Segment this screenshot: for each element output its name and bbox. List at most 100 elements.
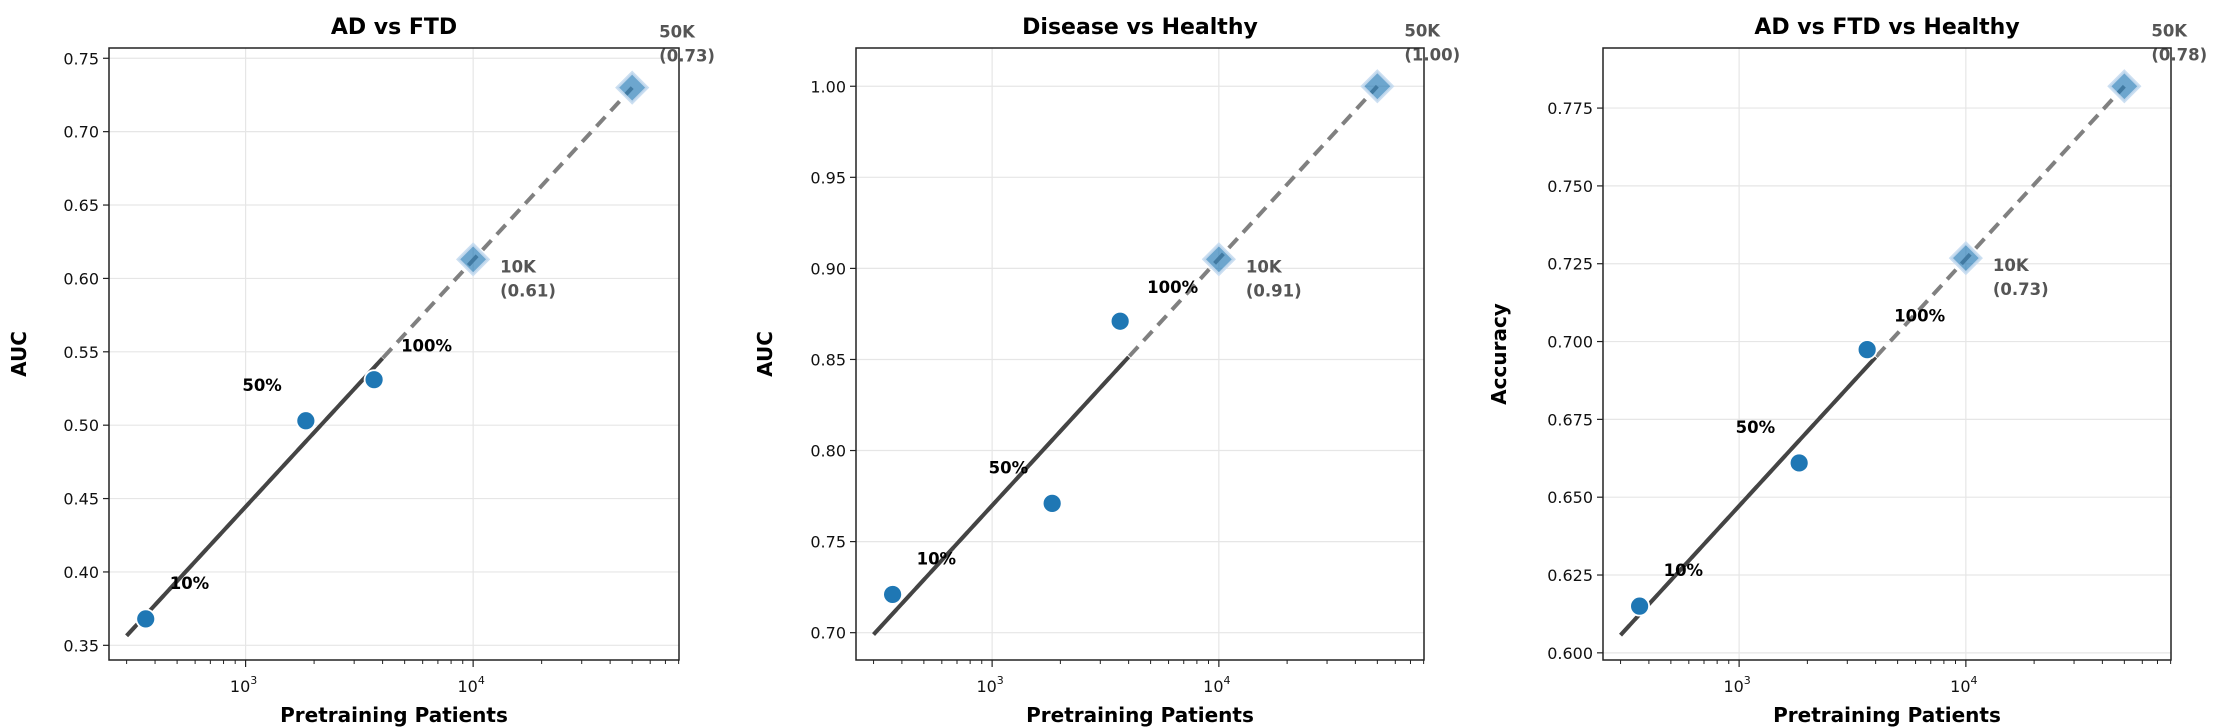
y-axis-label: AUC (753, 331, 777, 377)
observed-point (1856, 339, 1878, 361)
data-fraction-label: 100% (1894, 307, 1945, 326)
observed-point (363, 369, 385, 391)
projected-point (615, 70, 650, 105)
y-tick-label: 0.80 (810, 442, 846, 461)
x-tick-base: 10 (230, 677, 250, 696)
projected-point (1360, 69, 1395, 104)
y-tick-label: 0.90 (810, 259, 846, 278)
y-tick-label: 0.775 (1547, 99, 1593, 118)
x-tick-label: 103 (230, 674, 257, 696)
x-tick-label: 103 (976, 674, 1003, 696)
projection-size-label: 10K (1993, 256, 2030, 275)
projection-value-label: (0.91) (1246, 281, 1302, 300)
y-tick-label: 0.700 (1547, 333, 1593, 352)
x-tick-exponent: 3 (250, 674, 257, 687)
projected-point (1948, 241, 1983, 276)
observed-point (1041, 492, 1063, 514)
x-tick-exponent: 4 (1224, 674, 1231, 687)
y-tick-label: 0.725 (1547, 255, 1593, 274)
data-fraction-label: 50% (1736, 418, 1776, 437)
data-fraction-label: 50% (242, 376, 282, 395)
x-axis-label: Pretraining Patients (1773, 703, 2001, 727)
y-axis-label: Accuracy (1487, 303, 1511, 405)
subplot-title: Disease vs Healthy (1022, 15, 1258, 40)
projection-size-label: 10K (1246, 257, 1283, 276)
projection-value-label: (0.78) (2151, 45, 2207, 64)
x-tick-base: 10 (1203, 677, 1223, 696)
data-fraction-label: 10% (917, 549, 957, 568)
x-tick-label: 104 (1950, 674, 1977, 696)
y-tick-label: 0.70 (810, 624, 846, 643)
y-tick-label: 0.85 (810, 350, 846, 369)
y-tick-label: 0.675 (1547, 410, 1593, 429)
x-tick-exponent: 4 (478, 674, 485, 687)
y-tick-label: 0.75 (810, 533, 846, 552)
observed-point (882, 584, 904, 605)
y-tick-label: 0.50 (63, 416, 99, 435)
data-fraction-label: 50% (989, 458, 1029, 477)
fit-trend-line (125, 356, 385, 638)
projected-point (2107, 69, 2142, 104)
y-axis-label: AUC (7, 331, 31, 377)
y-tick-label: 0.70 (63, 123, 99, 142)
fit-trend-line (1619, 355, 1878, 637)
projection-size-label: 50K (659, 23, 696, 42)
projection-value-label: (0.73) (1993, 280, 2049, 299)
y-tick-label: 0.75 (63, 49, 99, 68)
projection-trend-line (125, 86, 634, 638)
x-tick-base: 10 (1723, 677, 1743, 696)
subplot-3: 0.600 0.625 0.650 0.675 0.700 0.725 0.750 0.775… (1487, 15, 2207, 727)
x-tick-exponent: 4 (1971, 674, 1978, 687)
x-tick-exponent: 3 (1744, 674, 1751, 687)
projection-size-label: 50K (2151, 21, 2188, 40)
y-tick-label: 0.95 (810, 168, 846, 187)
x-tick-exponent: 3 (997, 674, 1004, 687)
x-tick-base: 10 (1950, 677, 1970, 696)
observed-point (1788, 452, 1810, 474)
y-tick-label: 0.60 (63, 269, 99, 288)
data-fraction-label: 100% (401, 337, 452, 356)
data-fraction-label: 10% (170, 574, 210, 593)
y-tick-label: 0.600 (1547, 644, 1593, 663)
projection-value-label: (1.00) (1404, 45, 1460, 64)
x-tick-label: 104 (457, 674, 484, 696)
axes-frame (108, 47, 680, 661)
y-tick-label: 0.40 (63, 563, 99, 582)
projection-trend-line (872, 84, 1379, 636)
y-tick-label: 1.00 (810, 77, 846, 96)
observed-point (1109, 310, 1131, 332)
x-tick-base: 10 (976, 677, 996, 696)
projection-value-label: (0.73) (659, 47, 715, 66)
data-fraction-label: 100% (1147, 278, 1198, 297)
y-tick-label: 0.625 (1547, 566, 1593, 585)
axes-frame (855, 47, 1425, 661)
x-tick-label: 103 (1723, 674, 1750, 696)
projected-point (1201, 242, 1236, 277)
axes-frame (1602, 47, 2172, 661)
x-axis-label: Pretraining Patients (1026, 703, 1254, 727)
y-tick-label: 0.35 (63, 636, 99, 655)
x-axis-label: Pretraining Patients (280, 703, 508, 727)
subplot-title: AD vs FTD vs Healthy (1754, 15, 2019, 40)
y-tick-label: 0.45 (63, 490, 99, 509)
data-fraction-label: 10% (1664, 561, 1704, 580)
x-tick-base: 10 (457, 677, 477, 696)
observed-point (1629, 595, 1651, 617)
observed-point (135, 608, 157, 630)
x-tick-label: 104 (1203, 674, 1230, 696)
projection-value-label: (0.61) (500, 281, 556, 300)
observed-point (295, 410, 317, 432)
projection-size-label: 10K (500, 257, 537, 276)
projection-size-label: 50K (1404, 21, 1441, 40)
fit-trend-line (872, 355, 1131, 636)
projected-point (456, 242, 491, 277)
y-tick-label: 0.750 (1547, 177, 1593, 196)
y-tick-label: 0.55 (63, 343, 99, 362)
y-tick-label: 0.650 (1547, 488, 1593, 507)
y-tick-label: 0.65 (63, 196, 99, 215)
subplot-title: AD vs FTD (331, 15, 457, 40)
projection-trend-line (1619, 84, 2126, 637)
